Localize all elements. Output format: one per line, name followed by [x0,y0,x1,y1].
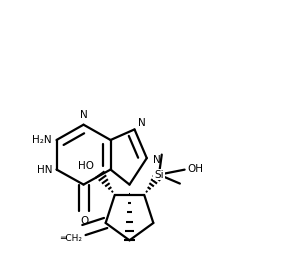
Text: N: N [138,118,146,128]
Text: O: O [80,216,88,225]
Text: N: N [80,110,87,120]
Text: HN: HN [37,165,52,174]
Text: Si: Si [154,170,164,180]
Text: ═CH₂: ═CH₂ [60,234,82,244]
Text: N: N [153,155,161,165]
Text: HO: HO [78,161,94,171]
Text: H₂N: H₂N [32,135,52,145]
Text: OH: OH [187,164,204,174]
